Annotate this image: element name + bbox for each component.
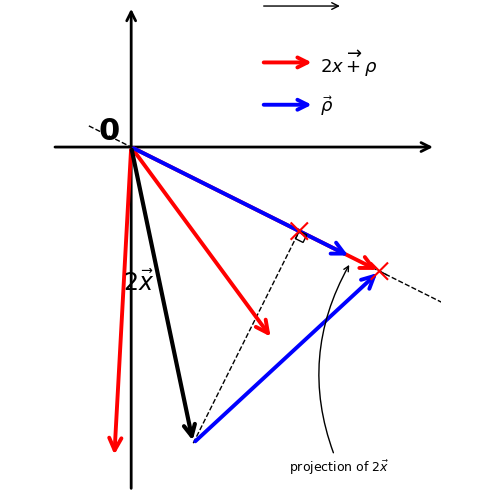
Text: $\overrightarrow{2x+\rho}$: $\overrightarrow{2x+\rho}$ (320, 48, 378, 79)
Text: $\mathbf{0}$: $\mathbf{0}$ (98, 116, 120, 145)
Text: $2\vec{x}$: $2\vec{x}$ (122, 270, 154, 296)
Text: $\vec{\rho}$: $\vec{\rho}$ (320, 94, 333, 117)
Text: projection of $2\vec{x}$: projection of $2\vec{x}$ (289, 267, 389, 476)
